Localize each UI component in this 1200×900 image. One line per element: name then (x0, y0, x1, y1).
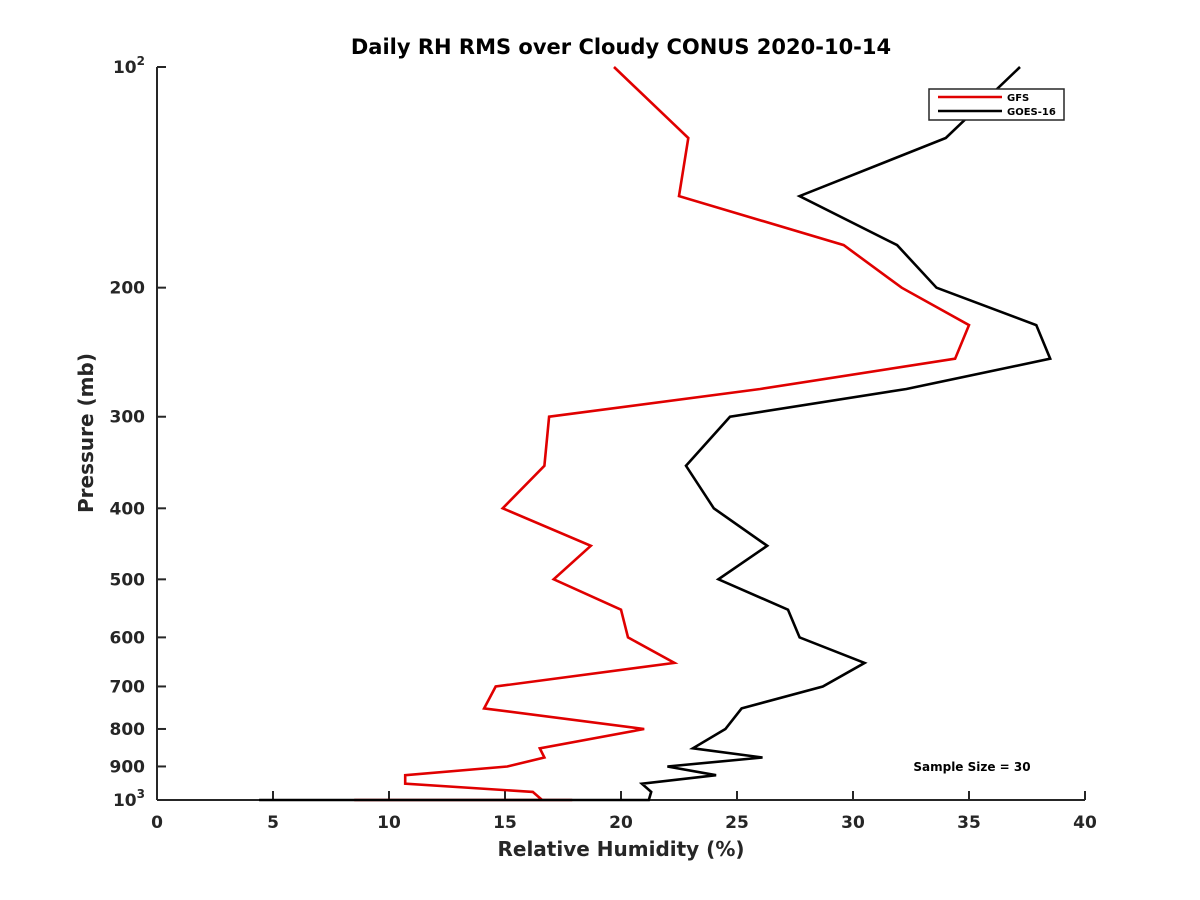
x-tick-label: 35 (957, 813, 981, 833)
x-tick-label: 20 (609, 813, 633, 833)
x-tick-label: 15 (493, 813, 517, 833)
x-tick-label: 10 (377, 813, 401, 833)
y-tick-label: 700 (110, 677, 146, 697)
x-tick-label: 25 (725, 813, 749, 833)
y-tick-label: 600 (110, 628, 146, 648)
y-tick-label: 800 (110, 720, 146, 740)
legend: GFS GOES-16 (928, 88, 1065, 121)
y-tick-label: 400 (110, 499, 146, 519)
legend-box (928, 88, 1065, 121)
chart-title: Daily RH RMS over Cloudy CONUS 2020-10-1… (351, 35, 891, 59)
series-layer (259, 66, 1052, 802)
y-tick-label: 200 (110, 279, 146, 299)
y-axis-label: Pressure (mb) (74, 353, 98, 513)
x-axis-label: Relative Humidity (%) (497, 837, 744, 861)
y-tick-label: 900 (110, 757, 146, 777)
x-tick-label: 30 (841, 813, 865, 833)
x-tick-label: 0 (151, 813, 163, 833)
legend-label: GOES-16 (1007, 107, 1056, 118)
legend-label: GFS (1007, 93, 1029, 104)
x-tick-label: 5 (267, 813, 279, 833)
y-tick-label: 500 (110, 570, 146, 590)
x-tick-label: 40 (1073, 813, 1097, 833)
series-line-goes-16 (259, 66, 1052, 802)
sample-size-annotation: Sample Size = 30 (913, 760, 1030, 774)
y-tick-label: 300 (110, 408, 146, 428)
